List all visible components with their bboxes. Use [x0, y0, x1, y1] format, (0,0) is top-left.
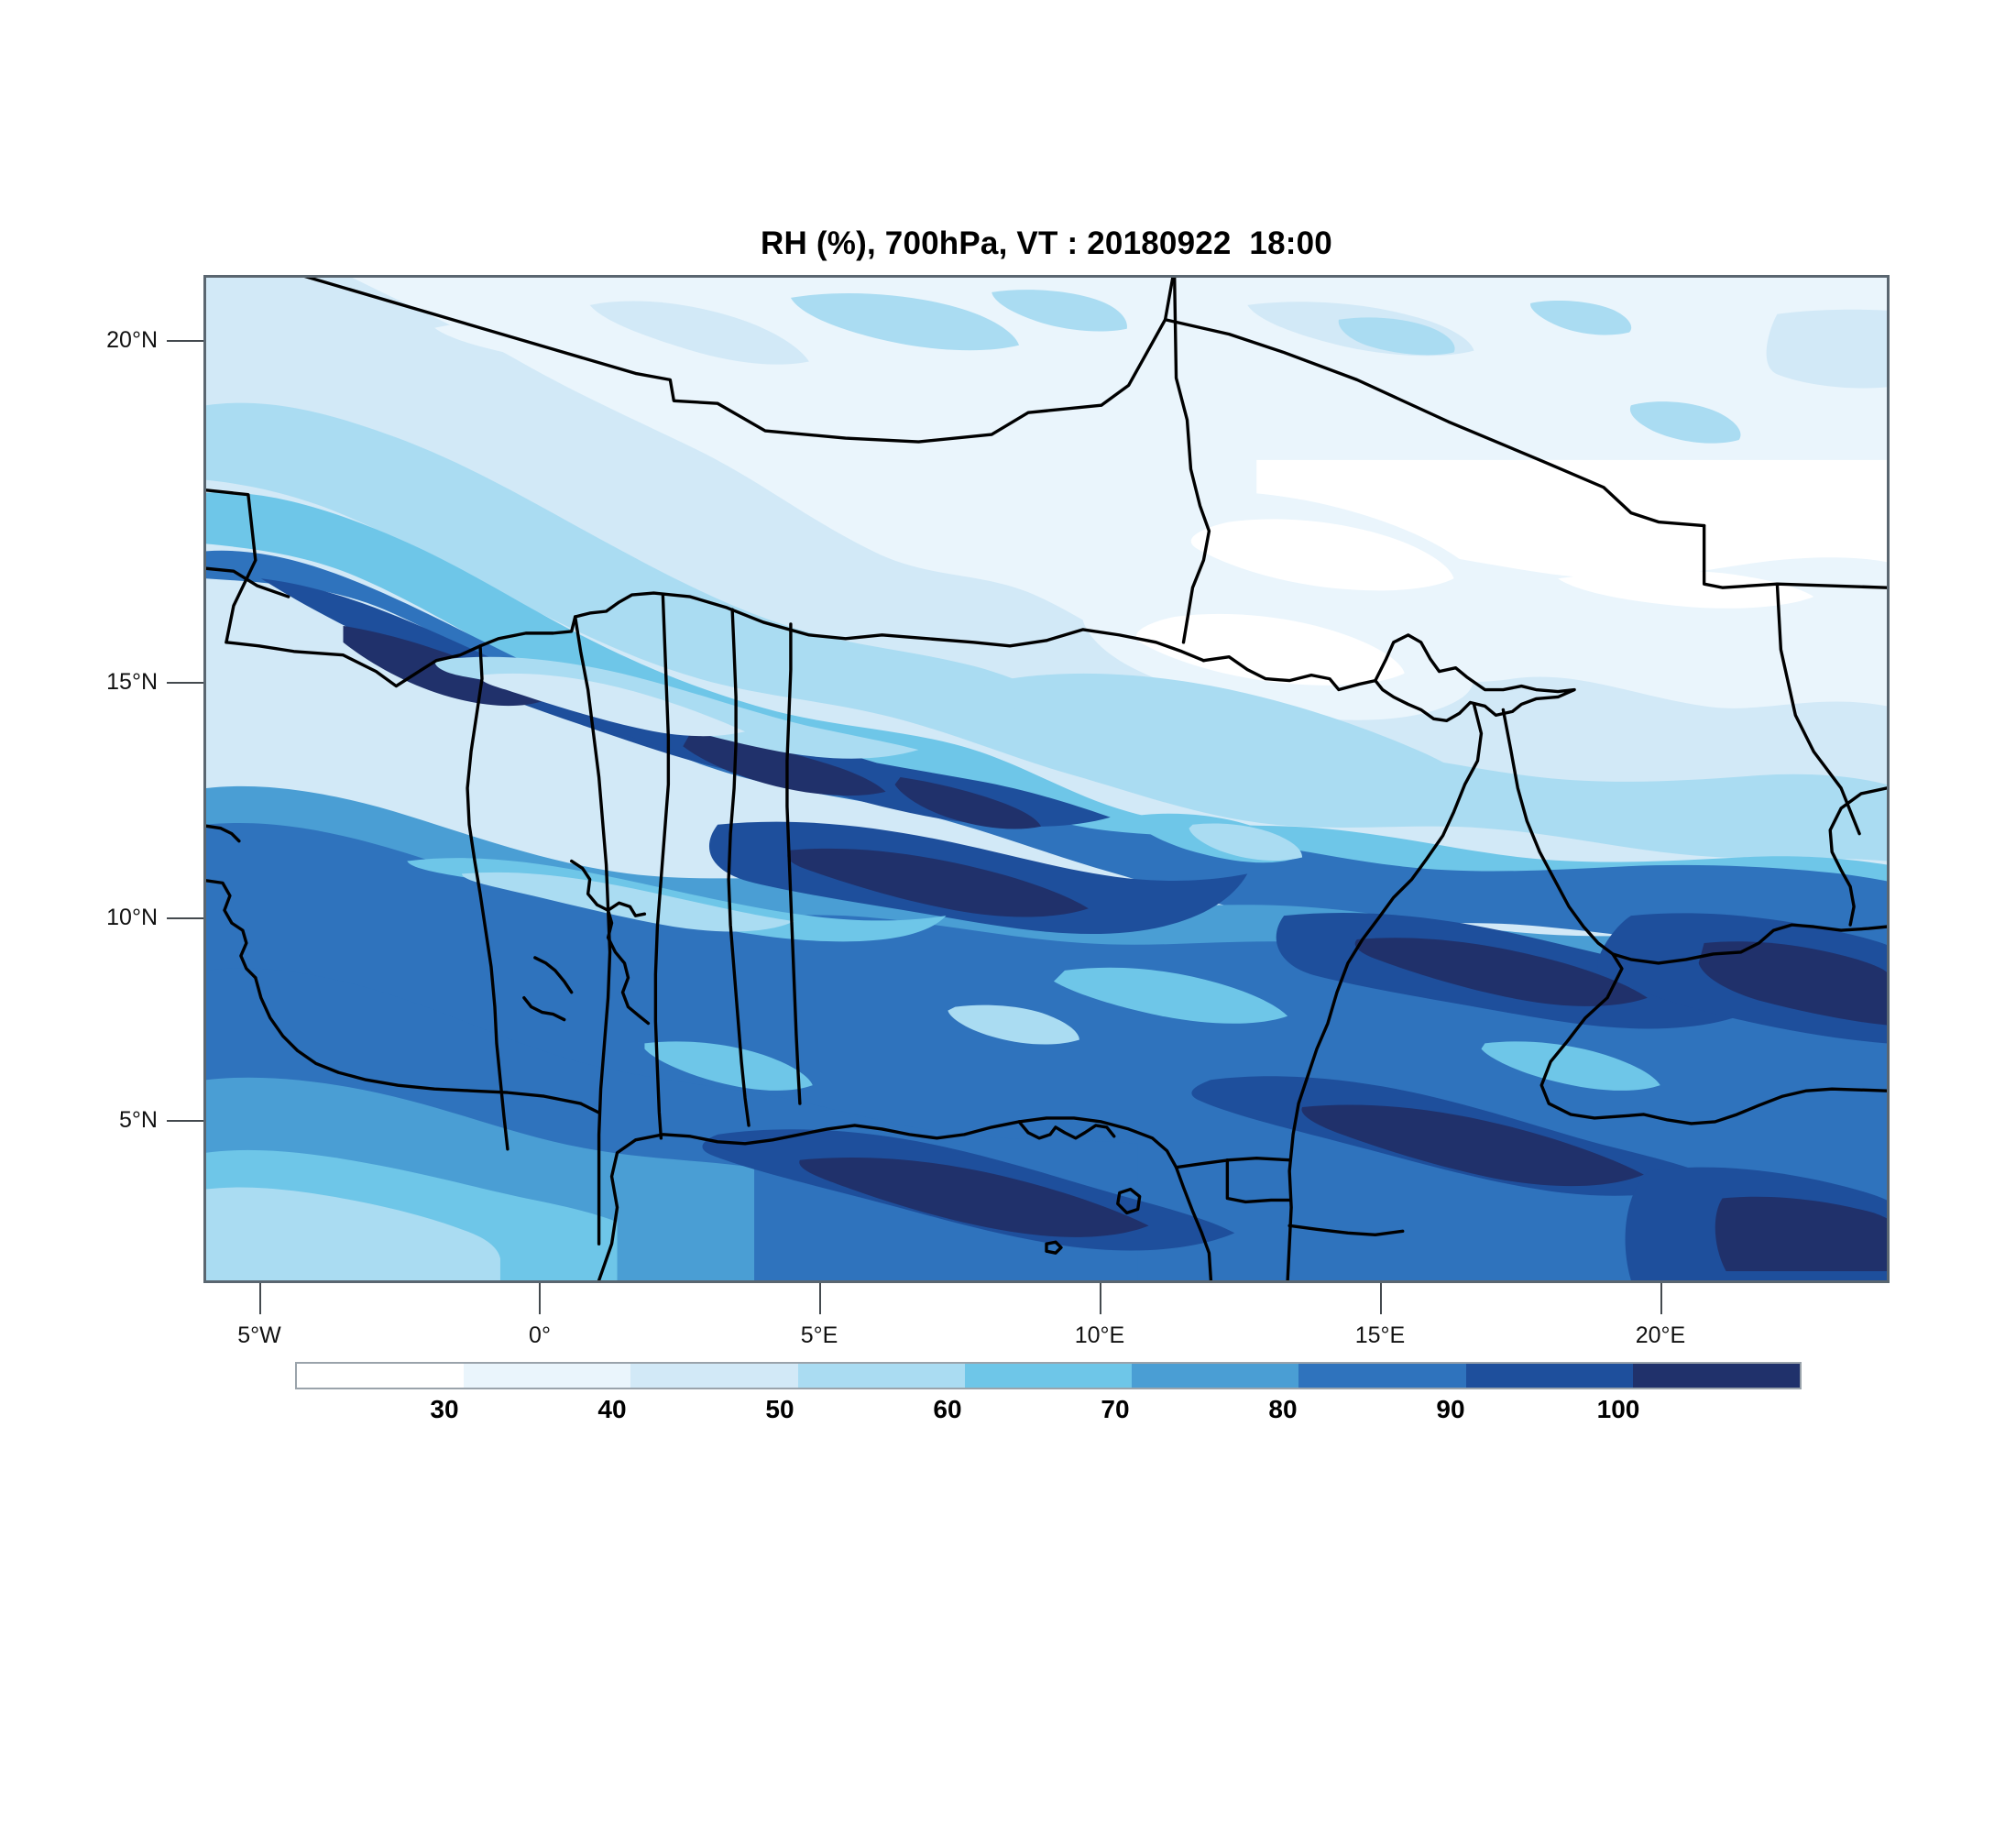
- colorbar-tick-70: 70: [1101, 1395, 1130, 1423]
- colorbar-swatch: [547, 1364, 631, 1388]
- colorbar-swatch: [1047, 1364, 1133, 1388]
- colorbar-tick-80: 80: [1268, 1395, 1298, 1423]
- colorbar-swatch: [380, 1364, 465, 1388]
- x-tick-label-10e: 10°E: [1074, 1323, 1125, 1348]
- y-tick-mark-15n: [167, 682, 203, 684]
- y-tick-mark-10n: [167, 917, 203, 919]
- y-tick-mark-20n: [167, 340, 203, 342]
- y-tick-label-10n: 10°N: [106, 905, 158, 930]
- colorbar-swatch: [1465, 1364, 1550, 1388]
- colorbar-swatch: [797, 1364, 882, 1388]
- colorbar-tick-60: 60: [933, 1395, 962, 1423]
- rh-contour-map: [206, 278, 1887, 1280]
- colorbar-swatch: [1215, 1364, 1299, 1388]
- y-tick-mark-5n: [167, 1120, 203, 1122]
- colorbar-tick-100: 100: [1596, 1395, 1640, 1423]
- colorbar-swatch: [964, 1364, 1048, 1388]
- colorbar[interactable]: [295, 1362, 1802, 1389]
- map-plot-area[interactable]: [203, 275, 1890, 1283]
- colorbar-swatch: [630, 1364, 715, 1388]
- x-tick-label-5w: 5°W: [237, 1323, 281, 1348]
- y-tick-label-15n: 15°N: [106, 669, 158, 695]
- colorbar-tick-50: 50: [765, 1395, 794, 1423]
- x-tick-label-0: 0°: [529, 1323, 551, 1348]
- colorbar-tick-40: 40: [597, 1395, 627, 1423]
- x-tick-label-5e: 5°E: [800, 1323, 838, 1348]
- x-tick-label-15e: 15°E: [1354, 1323, 1406, 1348]
- x-tick-mark-20e: [1660, 1283, 1662, 1314]
- colorbar-swatch: [714, 1364, 798, 1388]
- colorbar-swatch: [1132, 1364, 1216, 1388]
- x-tick-mark-15e: [1380, 1283, 1382, 1314]
- colorbar-swatch: [297, 1364, 381, 1388]
- x-tick-label-20e: 20°E: [1635, 1323, 1686, 1348]
- colorbar-swatch: [1382, 1364, 1466, 1388]
- colorbar-swatch: [1715, 1364, 1800, 1388]
- x-tick-mark-0: [539, 1283, 541, 1314]
- page-title: RH (%), 700hPa, VT : 20180922 18:00: [761, 225, 1332, 261]
- x-tick-mark-5w: [259, 1283, 261, 1314]
- y-tick-label-5n: 5°N: [119, 1107, 158, 1133]
- colorbar-tick-90: 90: [1436, 1395, 1465, 1423]
- colorbar-swatch: [1549, 1364, 1633, 1388]
- x-tick-mark-10e: [1100, 1283, 1101, 1314]
- colorbar-swatch: [881, 1364, 965, 1388]
- colorbar-swatch: [1632, 1364, 1716, 1388]
- y-tick-label-20n: 20°N: [106, 327, 158, 353]
- colorbar-swatch: [464, 1364, 548, 1388]
- x-tick-mark-5e: [819, 1283, 821, 1314]
- colorbar-tick-30: 30: [430, 1395, 459, 1423]
- colorbar-swatch: [1298, 1364, 1383, 1388]
